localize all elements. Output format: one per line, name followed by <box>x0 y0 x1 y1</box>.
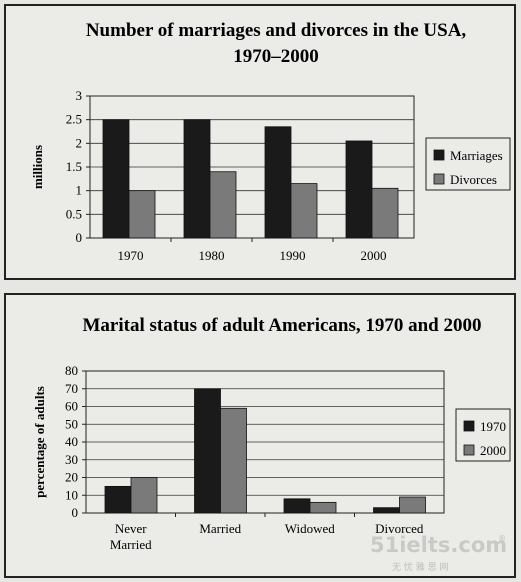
bar <box>290 183 318 239</box>
chart-panel-marital-status: Marital status of adult Americans, 1970 … <box>4 293 516 578</box>
bar <box>309 501 337 514</box>
bar <box>102 119 130 239</box>
bar <box>128 190 156 239</box>
chart-subtitle: 1970–2000 <box>233 46 319 67</box>
x-category-label: Divorced <box>375 521 424 536</box>
y-tick-label: 70 <box>65 381 78 396</box>
legend-label: 2000 <box>480 443 506 458</box>
x-category-label: Widowed <box>285 521 336 536</box>
y-tick-label: 10 <box>65 487 78 502</box>
legend-swatch <box>463 444 475 456</box>
y-axis-label: percentage of adults <box>32 386 47 498</box>
bar <box>345 140 373 239</box>
bar <box>220 407 247 514</box>
y-tick-label: 30 <box>65 452 78 467</box>
x-category-label: 1980 <box>199 248 225 263</box>
bar <box>104 485 132 514</box>
y-tick-label: 1 <box>76 183 83 198</box>
marital-status-chart: Marital status of adult Americans, 1970 … <box>32 315 511 552</box>
chart-title: Number of marriages and divorces in the … <box>86 20 467 41</box>
bar <box>399 496 426 514</box>
bar <box>194 388 221 514</box>
y-tick-label: 20 <box>65 470 78 485</box>
y-tick-label: 2 <box>76 135 83 150</box>
y-tick-label: 60 <box>65 399 78 414</box>
y-axis-label: millions <box>30 145 45 189</box>
y-tick-label: 0 <box>72 505 79 520</box>
bar <box>209 171 237 239</box>
bar <box>371 187 399 239</box>
legend-swatch <box>463 420 475 432</box>
y-tick-label: 3 <box>76 88 83 103</box>
bar <box>264 126 292 239</box>
legend-box <box>425 137 511 191</box>
y-tick-label: 80 <box>65 363 78 378</box>
y-tick-label: 1.5 <box>66 159 82 174</box>
y-tick-label: 50 <box>65 416 78 431</box>
legend-label: 1970 <box>480 419 506 434</box>
marriages-divorces-chart: Number of marriages and divorces in the … <box>30 20 511 263</box>
bar <box>373 507 400 514</box>
y-tick-label: 0.5 <box>66 206 82 221</box>
bar <box>130 477 158 514</box>
legend-swatch <box>433 173 445 185</box>
x-category-label: Married <box>110 537 152 552</box>
bar <box>283 498 311 514</box>
y-tick-label: 2.5 <box>66 112 82 127</box>
x-category-label: Married <box>199 521 241 536</box>
legend-label: Marriages <box>450 148 503 163</box>
y-tick-label: 40 <box>65 434 78 449</box>
x-category-label: Never <box>115 521 147 536</box>
chart-title: Marital status of adult Americans, 1970 … <box>83 315 482 336</box>
bar <box>183 119 211 239</box>
y-tick-label: 0 <box>76 230 83 245</box>
chart-panel-marriages-divorces: Number of marriages and divorces in the … <box>4 4 516 280</box>
x-category-label: 1990 <box>280 248 306 263</box>
legend-label: Divorces <box>450 172 497 187</box>
x-category-label: 2000 <box>361 248 387 263</box>
legend-swatch <box>433 149 445 161</box>
x-category-label: 1970 <box>118 248 144 263</box>
